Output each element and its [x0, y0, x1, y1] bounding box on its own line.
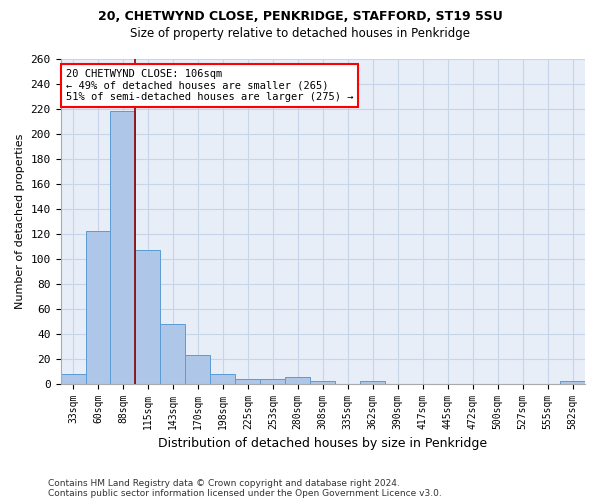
Text: 20 CHETWYND CLOSE: 106sqm
← 49% of detached houses are smaller (265)
51% of semi: 20 CHETWYND CLOSE: 106sqm ← 49% of detac… [66, 68, 353, 102]
Bar [286, 378, 310, 384]
Bar [160, 324, 185, 384]
Bar [360, 381, 385, 384]
Bar [310, 381, 335, 384]
Bar [86, 232, 110, 384]
Bar [185, 355, 211, 384]
Bar [260, 378, 286, 384]
Y-axis label: Number of detached properties: Number of detached properties [15, 134, 25, 309]
Text: Contains HM Land Registry data © Crown copyright and database right 2024.: Contains HM Land Registry data © Crown c… [48, 478, 400, 488]
Bar [560, 381, 585, 384]
X-axis label: Distribution of detached houses by size in Penkridge: Distribution of detached houses by size … [158, 437, 487, 450]
Text: Size of property relative to detached houses in Penkridge: Size of property relative to detached ho… [130, 28, 470, 40]
Bar [110, 112, 136, 384]
Bar [211, 374, 235, 384]
Text: Contains public sector information licensed under the Open Government Licence v3: Contains public sector information licen… [48, 488, 442, 498]
Bar [235, 378, 260, 384]
Bar [61, 374, 86, 384]
Bar [136, 250, 160, 384]
Text: 20, CHETWYND CLOSE, PENKRIDGE, STAFFORD, ST19 5SU: 20, CHETWYND CLOSE, PENKRIDGE, STAFFORD,… [98, 10, 502, 23]
